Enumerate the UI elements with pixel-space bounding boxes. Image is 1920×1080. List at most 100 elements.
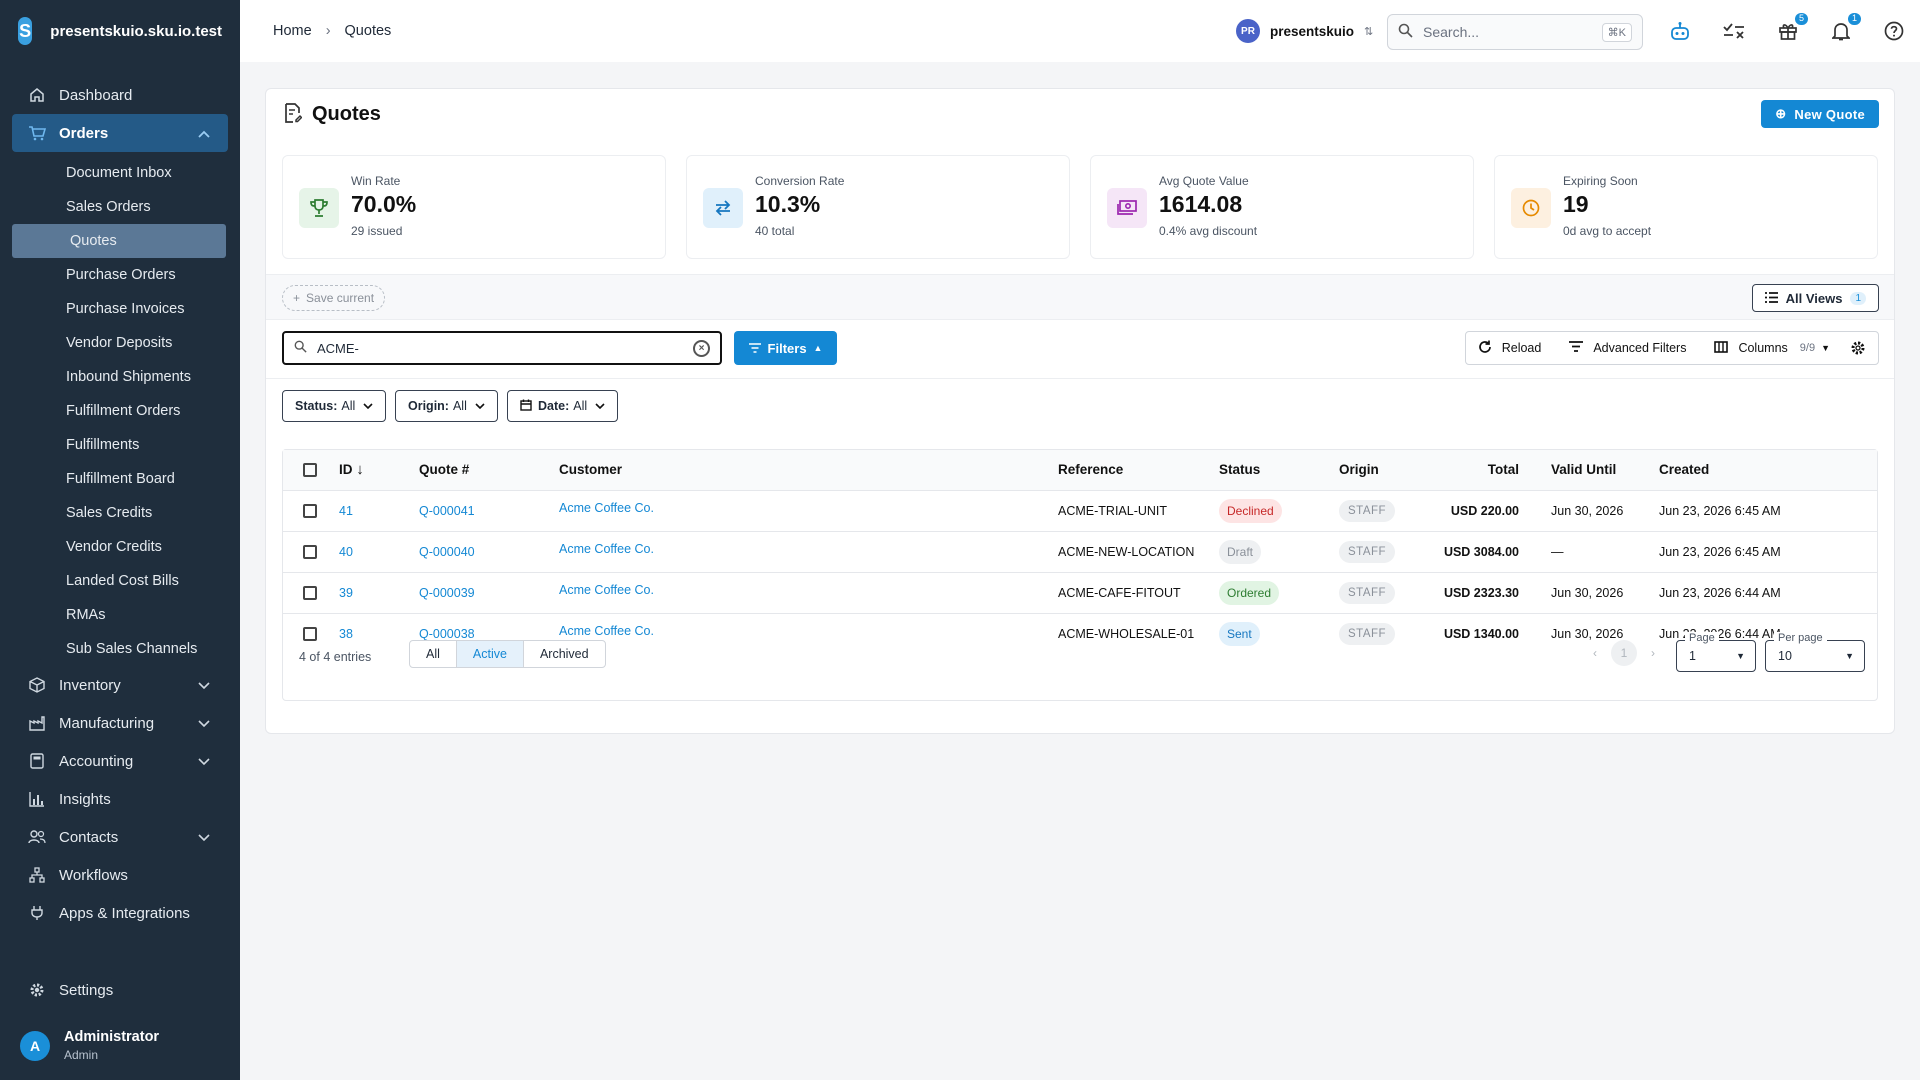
clear-search-icon[interactable]: ×	[693, 339, 710, 357]
select-all-checkbox-cell	[283, 450, 339, 491]
page-select[interactable]: Page 1 ▼	[1676, 632, 1756, 672]
sidebar-subitem-sales-credits[interactable]: Sales Credits	[66, 505, 153, 521]
origin-filter-chip[interactable]: Origin: All	[395, 390, 498, 422]
status-filter-chip[interactable]: Status: All	[282, 390, 387, 422]
row-checkbox[interactable]	[303, 585, 317, 600]
stat-sub: 29 issued	[351, 224, 403, 238]
row-customer-link[interactable]: Acme Coffee Co.	[559, 623, 654, 638]
stats-row: Win Rate 70.0% 29 issued Conversion Rate…	[282, 155, 1878, 259]
columns-button[interactable]: Columns 9/9 ▼	[1714, 340, 1830, 356]
sidebar-item-settings[interactable]: Settings	[0, 971, 240, 1009]
chevron-down-icon	[595, 401, 605, 412]
sidebar-item-inventory[interactable]: Inventory	[0, 666, 240, 704]
sidebar-item-manufacturing[interactable]: Manufacturing	[0, 704, 240, 742]
column-header-valid-until[interactable]: Valid Until	[1519, 450, 1659, 491]
sidebar-subitem-vendor-credits[interactable]: Vendor Credits	[66, 539, 162, 555]
filters-label: Filters	[767, 340, 807, 356]
column-header-quote[interactable]: Quote #	[419, 450, 559, 491]
per-page-select-label: Per page	[1774, 632, 1827, 644]
row-id-link[interactable]: 40	[339, 531, 419, 573]
table-row[interactable]: 41 Q-000041 Acme Coffee Co. ACME-TRIAL-U…	[283, 490, 1877, 532]
date-filter-chip[interactable]: Date: All	[507, 390, 619, 422]
save-current-label: Save current	[306, 291, 375, 305]
row-id-link[interactable]: 41	[339, 490, 419, 532]
column-header-id[interactable]: ID ↓	[339, 450, 419, 491]
sidebar-subitem-landed-cost-bills[interactable]: Landed Cost Bills	[66, 573, 179, 589]
sidebar-item-dashboard[interactable]: Dashboard	[0, 76, 240, 114]
chevron-down-icon	[198, 753, 210, 770]
stat-card-avg-quote-value: Avg Quote Value 1614.08 0.4% avg discoun…	[1090, 155, 1474, 259]
all-views-button[interactable]: All Views 1	[1751, 284, 1879, 312]
sidebar-subitem-inbound-shipments[interactable]: Inbound Shipments	[66, 369, 191, 385]
page-number-button[interactable]: 1	[1611, 640, 1637, 666]
sidebar-subitem-purchase-invoices[interactable]: Purchase Invoices	[66, 301, 185, 317]
new-quote-button[interactable]: ⊕ New Quote	[1761, 100, 1879, 128]
sidebar-item-insights[interactable]: Insights	[0, 780, 240, 818]
chevron-down-icon	[198, 715, 210, 732]
table-row[interactable]: 38 Q-000038 Acme Coffee Co. ACME-WHOLESA…	[283, 613, 1877, 654]
page-select-value: 1	[1689, 649, 1696, 663]
gift-icon[interactable]: 5	[1776, 13, 1808, 43]
row-quote-link[interactable]: Q-000041	[419, 490, 559, 532]
column-header-status[interactable]: Status	[1219, 450, 1339, 491]
column-header-reference[interactable]: Reference	[1058, 450, 1219, 491]
table-search-input[interactable]: ACME- ×	[282, 331, 722, 365]
table-row[interactable]: 39 Q-000039 Acme Coffee Co. ACME-CAFE-FI…	[283, 572, 1877, 614]
sidebar-subitem-sub-sales-channels[interactable]: Sub Sales Channels	[66, 641, 198, 657]
sidebar-item-apps-integrations[interactable]: Apps & Integrations	[0, 894, 240, 932]
save-current-view-button[interactable]: + Save current	[282, 285, 386, 311]
sidebar-item-contacts[interactable]: Contacts	[0, 818, 240, 856]
sidebar-subitem-document-inbox[interactable]: Document Inbox	[66, 165, 172, 181]
per-page-select[interactable]: Per page 10 ▼	[1765, 632, 1865, 672]
segment-all[interactable]: All	[410, 641, 457, 667]
row-id-link[interactable]: 39	[339, 572, 419, 614]
sidebar-subitem-vendor-deposits[interactable]: Vendor Deposits	[66, 335, 173, 351]
robot-icon[interactable]	[1668, 19, 1692, 43]
sidebar-subitem-sales-orders[interactable]: Sales Orders	[66, 199, 151, 215]
row-customer-link[interactable]: Acme Coffee Co.	[559, 490, 1058, 532]
row-created: Jun 23, 2026 6:45 AM	[1659, 531, 1877, 573]
sidebar-item-orders[interactable]: Orders	[12, 114, 228, 152]
sidebar-item-accounting[interactable]: Accounting	[0, 742, 240, 780]
advanced-filters-button[interactable]: Advanced Filters	[1569, 341, 1686, 355]
sidebar-item-workflows[interactable]: Workflows	[0, 856, 240, 894]
prev-page-icon[interactable]: ‹	[1593, 646, 1597, 660]
row-checkbox[interactable]	[303, 503, 317, 518]
row-id-link[interactable]: 38	[339, 626, 353, 641]
page-header: Quotes	[284, 103, 381, 126]
row-checkbox[interactable]	[303, 544, 317, 559]
help-icon[interactable]	[1882, 19, 1906, 43]
user-menu[interactable]: A Administrator Admin	[0, 1017, 240, 1080]
sidebar-subitem-fulfillment-orders[interactable]: Fulfillment Orders	[66, 403, 181, 419]
sidebar-subitem-fulfillments[interactable]: Fulfillments	[66, 437, 140, 453]
task-checklist-icon[interactable]	[1722, 19, 1746, 43]
bell-icon[interactable]: 1	[1829, 13, 1861, 43]
sidebar-subitem-rmas[interactable]: RMAs	[66, 607, 106, 623]
sidebar-subitem-purchase-orders[interactable]: Purchase Orders	[66, 267, 176, 283]
tenant-switcher[interactable]: PR presentskuio ⇅	[1236, 19, 1373, 43]
table-row[interactable]: 40 Q-000040 Acme Coffee Co. ACME-NEW-LOC…	[283, 531, 1877, 573]
global-search[interactable]: Search... ⌘K	[1387, 14, 1643, 50]
select-all-checkbox[interactable]	[303, 463, 317, 478]
column-header-created[interactable]: Created	[1659, 450, 1877, 491]
row-quote-link[interactable]: Q-000038	[419, 626, 475, 641]
sidebar-subitem-fulfillment-board[interactable]: Fulfillment Board	[66, 471, 175, 487]
stat-card-expiring-soon: Expiring Soon 19 0d avg to accept	[1494, 155, 1878, 259]
brand[interactable]: S presentskuio.sku.io.test	[0, 0, 240, 62]
next-page-icon[interactable]: ›	[1651, 646, 1655, 660]
row-customer-link[interactable]: Acme Coffee Co.	[559, 572, 1058, 614]
reload-button[interactable]: Reload	[1478, 340, 1541, 357]
sidebar-subitem-quotes[interactable]: Quotes	[12, 224, 226, 258]
breadcrumb-home[interactable]: Home	[273, 23, 312, 39]
row-quote-link[interactable]: Q-000040	[419, 531, 559, 573]
row-customer-link[interactable]: Acme Coffee Co.	[559, 531, 1058, 573]
segment-active[interactable]: Active	[456, 641, 524, 667]
row-checkbox[interactable]	[303, 627, 317, 642]
column-header-total[interactable]: Total	[1439, 450, 1519, 491]
table-settings-gear-icon[interactable]	[1850, 340, 1866, 356]
filters-toggle-button[interactable]: Filters ▲	[734, 331, 837, 365]
column-header-customer[interactable]: Customer	[559, 450, 1058, 491]
column-header-origin[interactable]: Origin	[1339, 450, 1439, 491]
segment-archived[interactable]: Archived	[539, 647, 589, 661]
row-quote-link[interactable]: Q-000039	[419, 572, 559, 614]
